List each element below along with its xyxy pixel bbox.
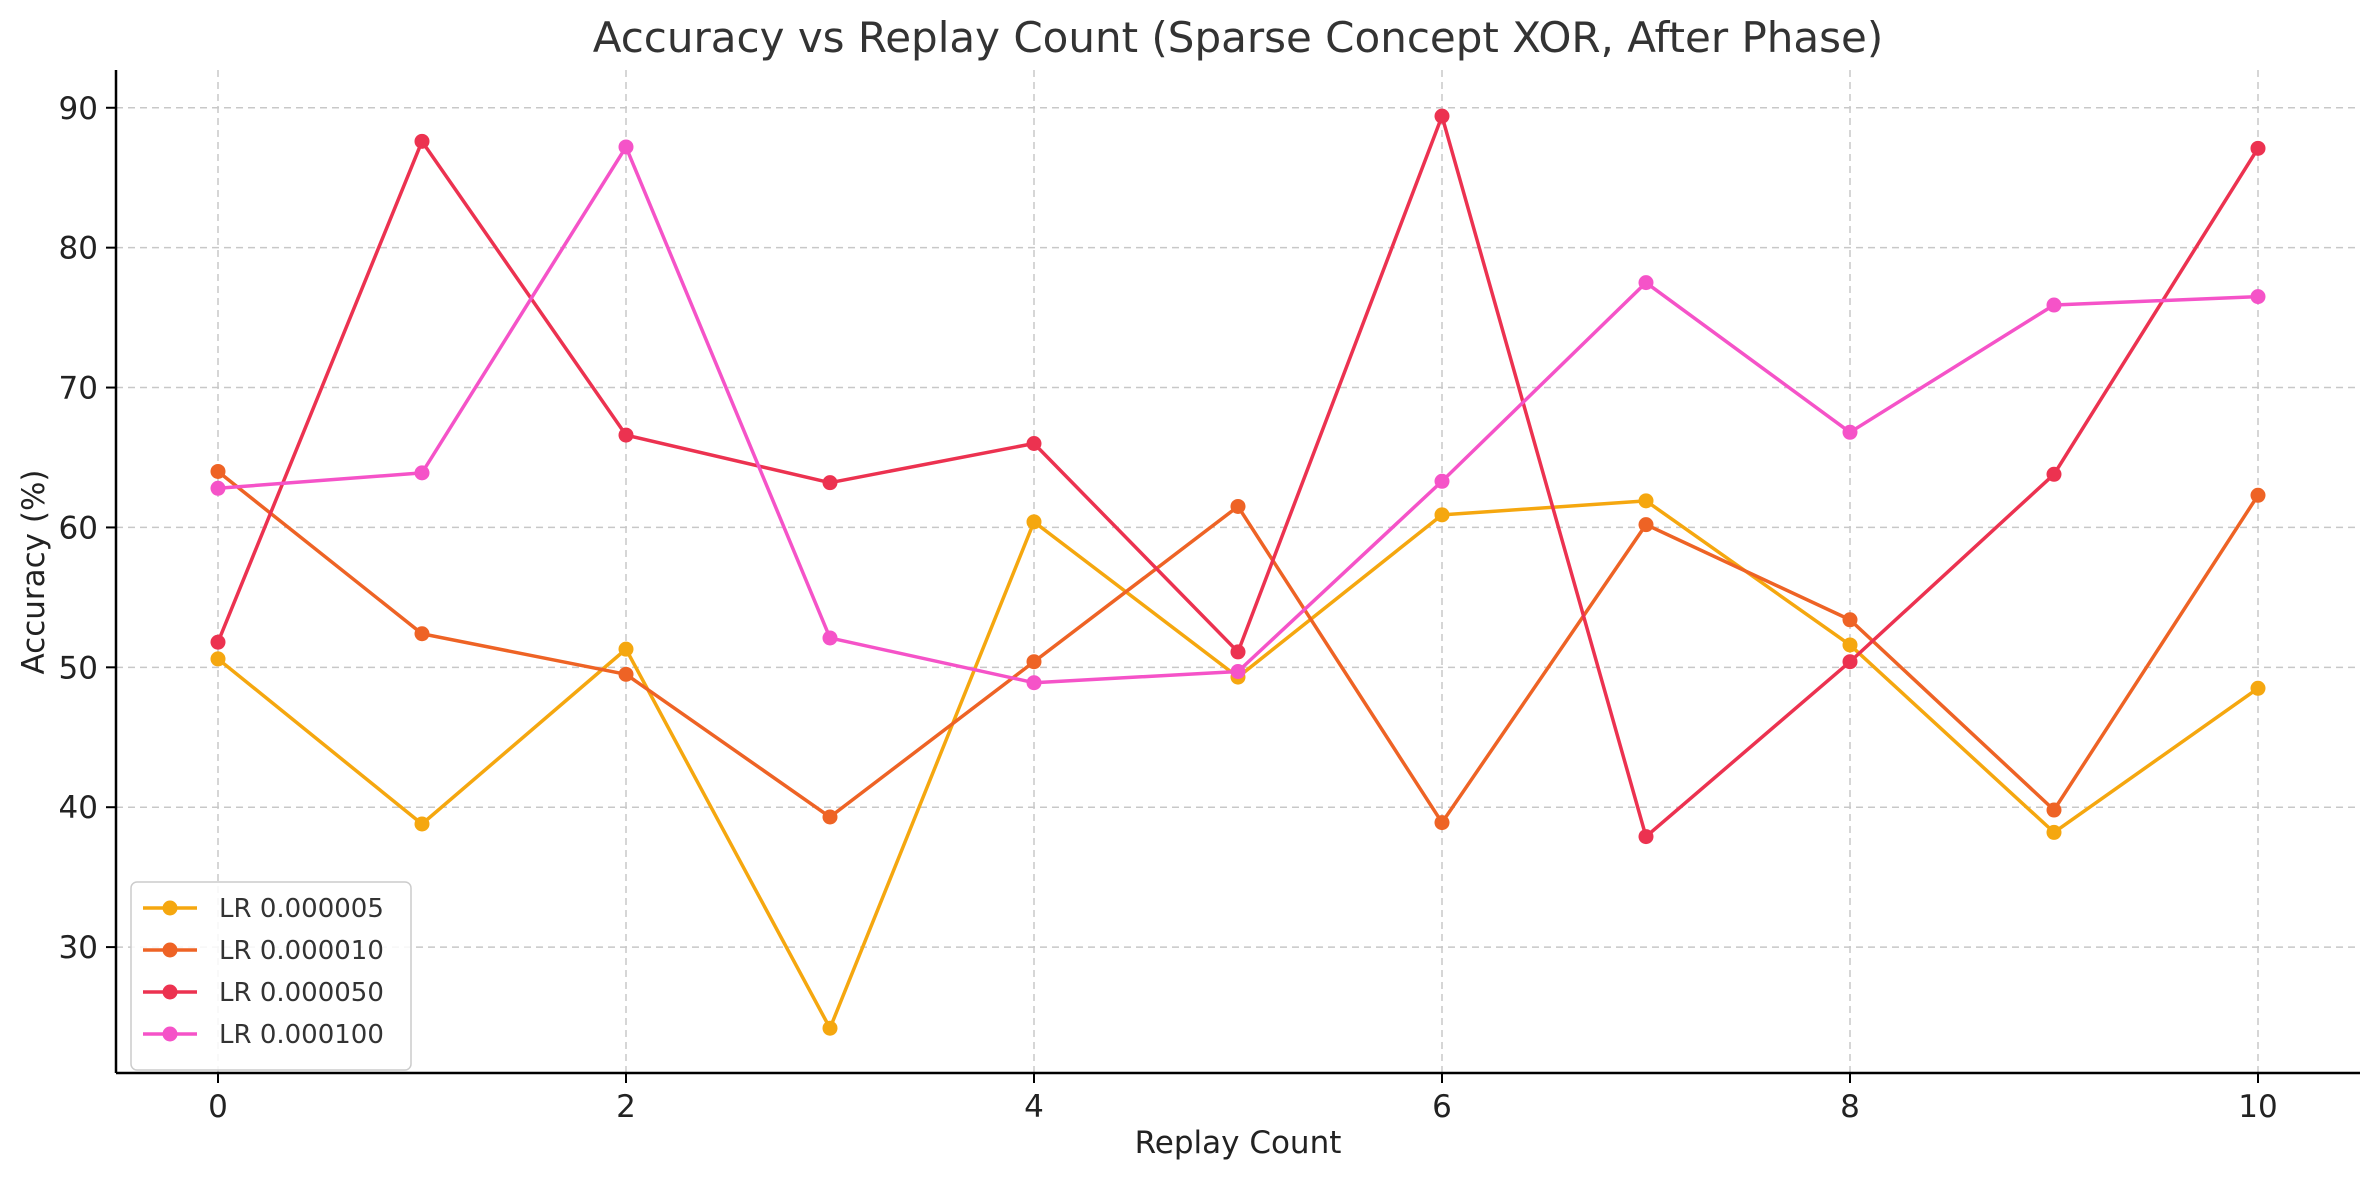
data-point [1026, 675, 1042, 691]
data-point [822, 1020, 838, 1036]
y-tick-label: 60 [59, 510, 98, 546]
series-layer [210, 108, 2266, 1036]
series-2 [210, 108, 2266, 845]
data-point [2046, 802, 2062, 818]
series-line [217, 145, 2259, 685]
grid [116, 70, 2360, 1073]
data-point [1638, 517, 1654, 533]
series-line [216, 114, 2260, 839]
data-point [210, 480, 226, 496]
data-point [2046, 824, 2062, 840]
legend-swatch-marker [162, 1026, 178, 1042]
data-point [2046, 466, 2062, 482]
series-3 [210, 139, 2266, 691]
data-point [618, 427, 634, 443]
y-tick-label: 30 [59, 930, 98, 966]
legend-swatch-marker [162, 984, 178, 1000]
data-point [1230, 498, 1246, 514]
y-tick-label: 80 [59, 231, 98, 267]
x-tick-label: 0 [208, 1089, 228, 1125]
data-point [1434, 815, 1450, 831]
data-point [618, 666, 634, 682]
data-point [1842, 654, 1858, 670]
series-0 [210, 493, 2266, 1036]
data-point [822, 475, 838, 491]
x-tick-label: 8 [1840, 1089, 1860, 1125]
data-point [1026, 436, 1042, 452]
data-point [210, 651, 226, 667]
y-tick-label: 90 [59, 91, 98, 127]
data-point [2250, 680, 2266, 696]
chart-title: Accuracy vs Replay Count (Sparse Concept… [593, 13, 1884, 62]
data-point [414, 133, 430, 149]
data-point [1638, 493, 1654, 509]
series-line [216, 499, 2260, 1030]
x-tick-label: 2 [616, 1089, 636, 1125]
legend: LR 0.000005 LR 0.000010 LR 0.000050 LR 0.00… [130, 881, 412, 1071]
legend-label: LR 0.000100 [219, 1020, 384, 1050]
axes [114, 70, 2360, 1075]
series-1 [210, 463, 2266, 831]
data-point [618, 139, 634, 155]
y-tick-label: 40 [59, 790, 98, 826]
x-tick-label: 10 [2238, 1089, 2277, 1125]
data-point [618, 641, 634, 657]
data-point [2250, 140, 2266, 156]
y-axis-label: Accuracy (%) [16, 469, 52, 674]
legend-label: LR 0.000050 [219, 978, 384, 1008]
data-point [2250, 289, 2266, 305]
legend-swatch-marker [162, 942, 178, 958]
ticks: 0 2 4 6 8 10 30 40 50 60 70 80 90 [59, 91, 2278, 1125]
data-point [822, 630, 838, 646]
data-point [1638, 275, 1654, 291]
legend-swatch-marker [162, 900, 178, 916]
data-point [210, 463, 226, 479]
data-point [2046, 297, 2062, 313]
legend-box [130, 881, 412, 1071]
x-tick-label: 6 [1432, 1089, 1452, 1125]
data-point [1434, 108, 1450, 124]
data-point [1638, 829, 1654, 845]
data-point [414, 626, 430, 642]
data-point [1842, 612, 1858, 628]
data-point [1842, 424, 1858, 440]
data-point [1026, 654, 1042, 670]
data-point [1434, 507, 1450, 523]
data-point [2250, 487, 2266, 503]
data-point [1026, 514, 1042, 530]
data-point [822, 809, 838, 825]
legend-label: LR 0.000005 [219, 894, 384, 924]
y-tick-label: 50 [59, 650, 98, 686]
y-tick-label: 70 [59, 371, 98, 407]
data-point [414, 816, 430, 832]
data-point [414, 465, 430, 481]
data-point [210, 634, 226, 650]
data-point [1842, 637, 1858, 653]
data-point [1434, 473, 1450, 489]
data-point [1230, 664, 1246, 680]
x-axis-label: Replay Count [1135, 1125, 1342, 1161]
legend-label: LR 0.000010 [219, 936, 384, 966]
x-tick-label: 4 [1024, 1089, 1044, 1125]
data-point [1230, 644, 1246, 660]
